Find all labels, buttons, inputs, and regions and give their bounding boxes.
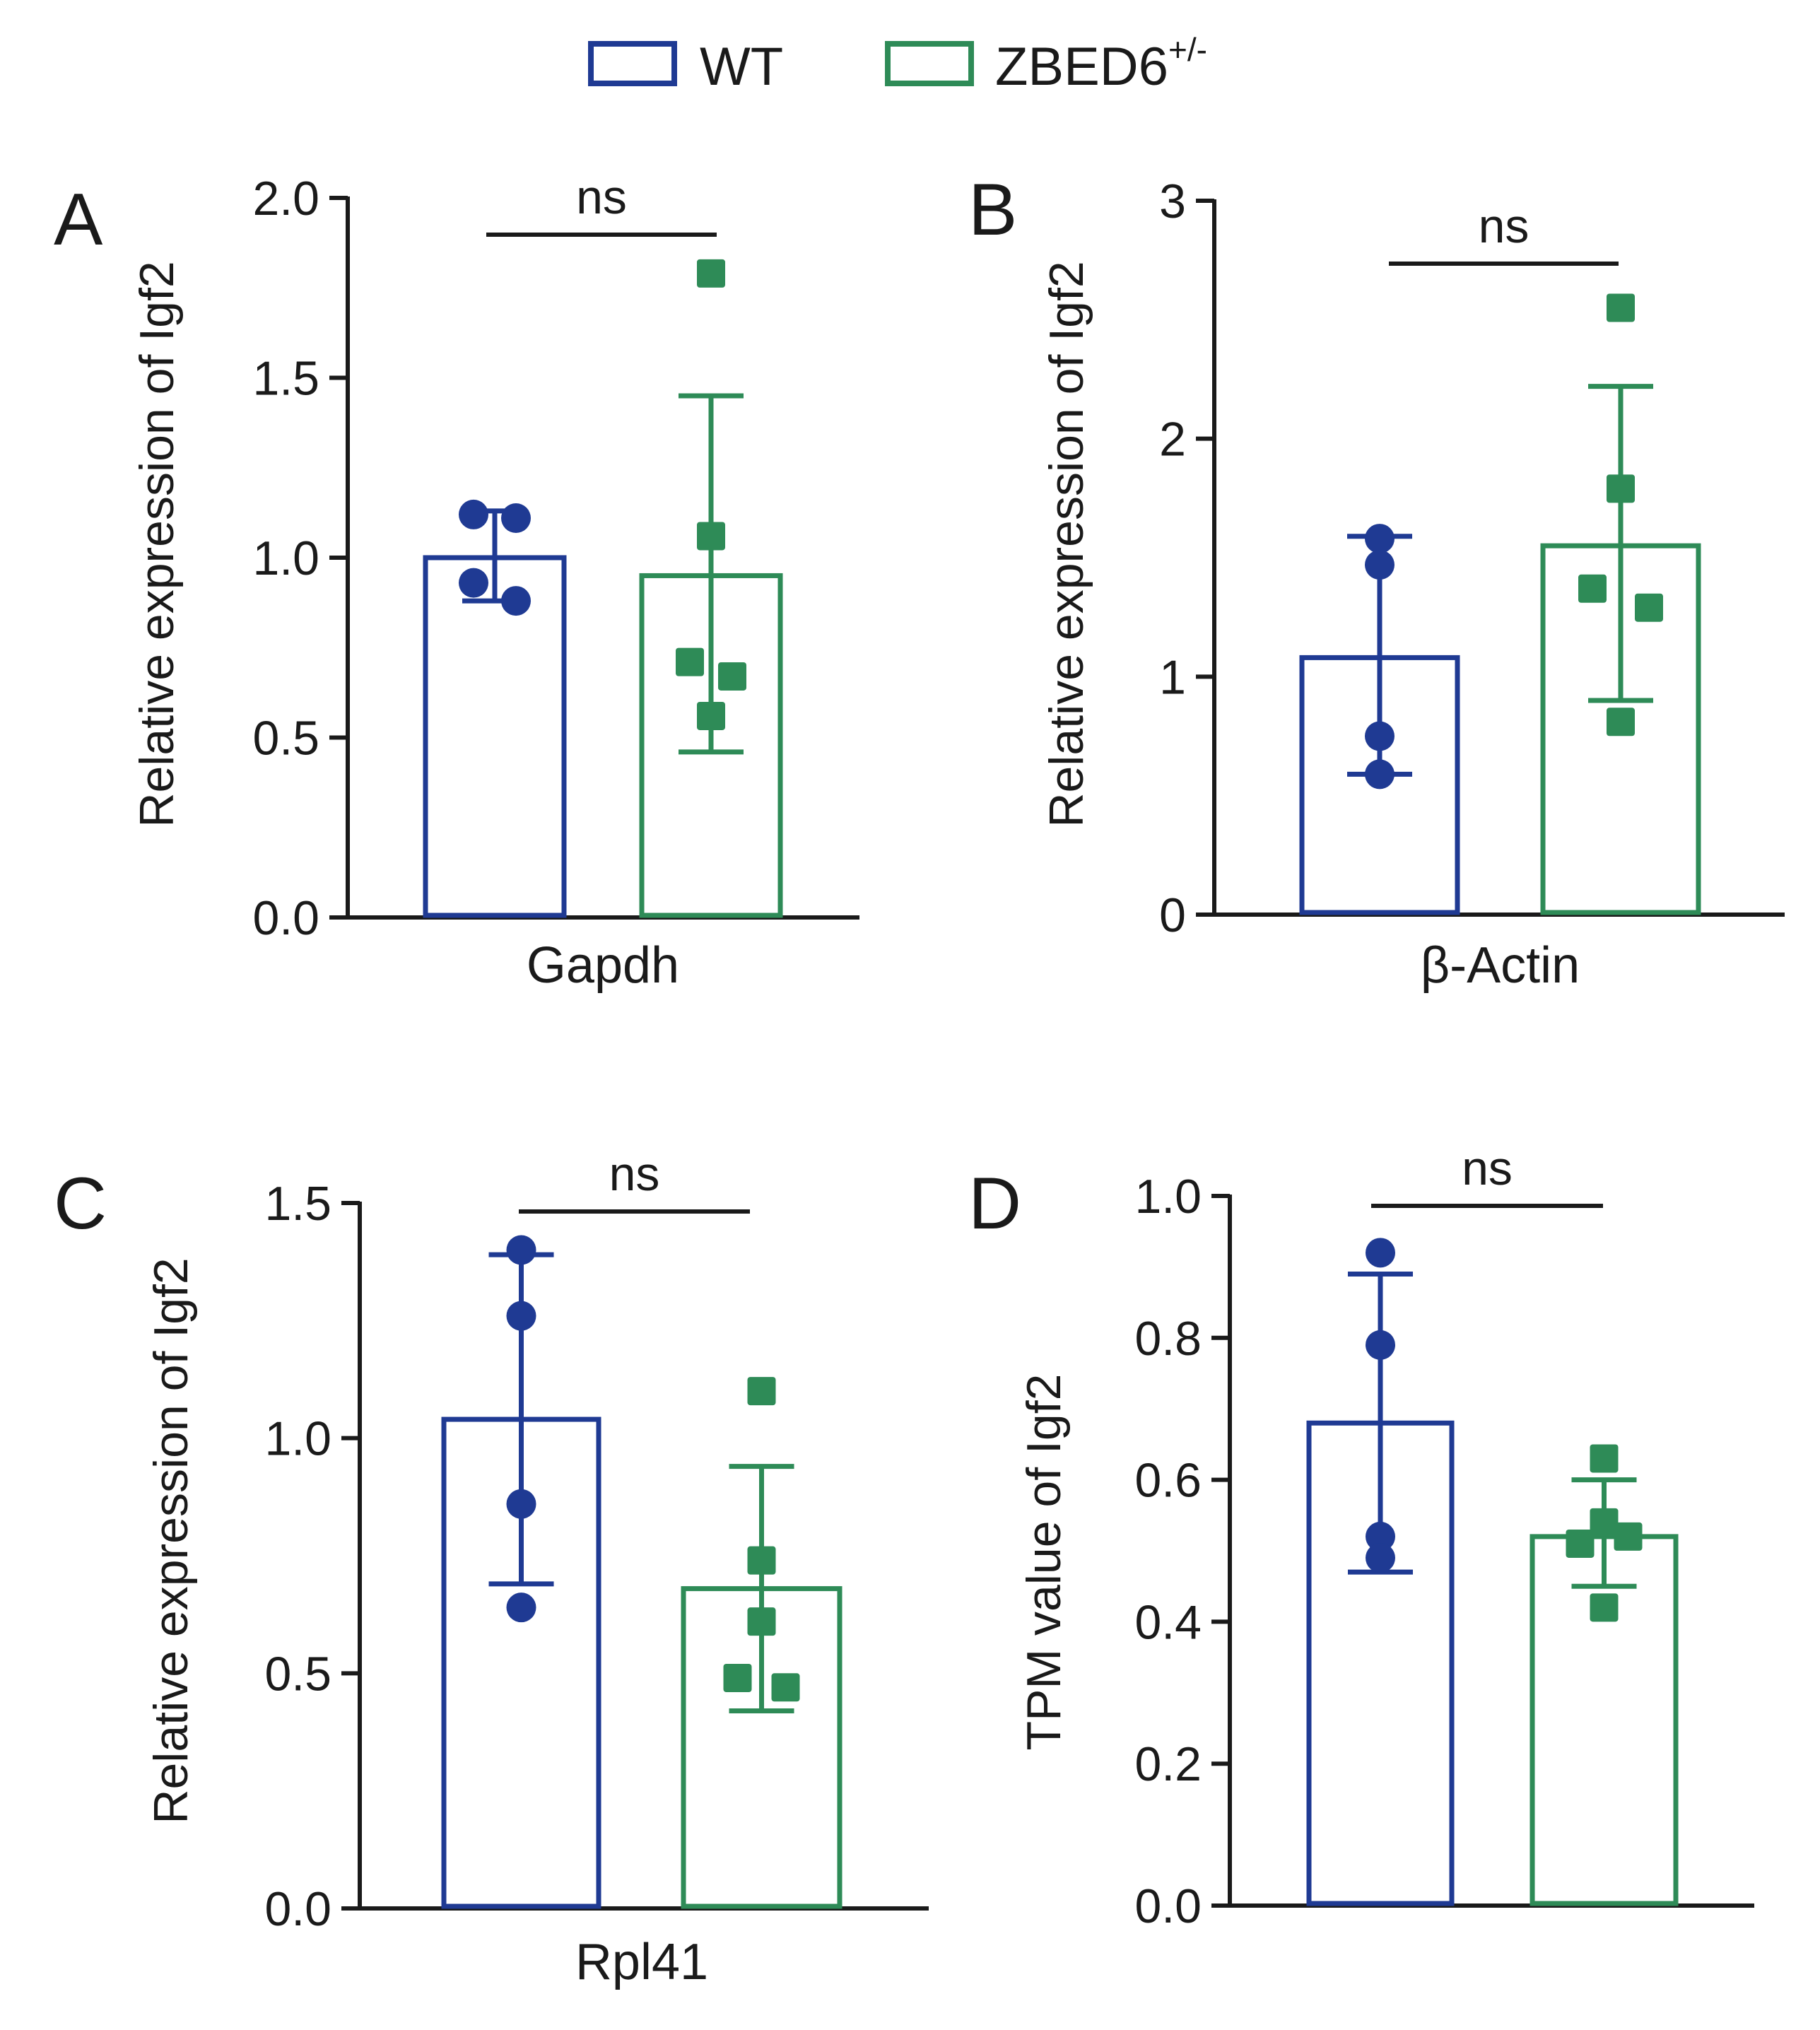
panel-a: A Relative expression of Igf2 0.0 0.5 1.0 1.5… <box>54 170 859 994</box>
point-het <box>1590 1444 1619 1473</box>
point-het <box>676 647 704 676</box>
y-tick-label: 1.0 <box>1134 1170 1202 1224</box>
point-wt <box>459 499 488 529</box>
point-wt <box>1365 759 1395 790</box>
point-het <box>697 701 725 730</box>
y-tick-label: 1.5 <box>252 352 319 406</box>
point-het <box>1566 1529 1595 1558</box>
point-het <box>747 1377 776 1406</box>
panel-letter: A <box>54 179 103 261</box>
point-wt <box>1366 1238 1395 1268</box>
y-axis-title: Relative expression of Igf2 <box>130 261 184 827</box>
y-axis-title: TPM value of Igf2 <box>1017 1374 1071 1751</box>
point-wt <box>506 1301 536 1331</box>
panel-letter: D <box>968 1163 1021 1245</box>
legend-wt-swatch <box>588 41 677 86</box>
panel-b: B Relative expression of Igf2 0 1 2 3 β-Actin n… <box>968 169 1785 994</box>
y-tick-label: 0.4 <box>1134 1595 1202 1649</box>
legend-het-swatch <box>885 41 974 86</box>
y-tick-label: 2 <box>1159 413 1186 467</box>
panel-c: C Relative expression of Igf2 0.0 0.5 1.0 1.5… <box>54 1147 929 1990</box>
point-het <box>1578 574 1607 603</box>
point-wt <box>501 586 531 616</box>
point-het <box>771 1673 800 1702</box>
panel-letter: C <box>54 1163 107 1245</box>
point-wt <box>506 1592 536 1623</box>
point-wt <box>1366 1521 1395 1551</box>
point-het <box>747 1607 776 1636</box>
point-wt <box>1365 550 1395 580</box>
point-wt <box>459 568 488 598</box>
point-wt <box>1366 1543 1395 1573</box>
significance-label: ns <box>576 170 627 224</box>
y-axis-title: Relative expression of Igf2 <box>144 1257 198 1824</box>
point-wt <box>506 1489 536 1519</box>
y-tick-label: 3 <box>1159 175 1186 228</box>
y-tick-label: 0.0 <box>1134 1879 1202 1933</box>
significance-label: ns <box>1479 199 1530 253</box>
point-wt <box>501 503 531 534</box>
y-tick-label: 0.5 <box>252 712 319 765</box>
significance-label: ns <box>1462 1142 1513 1195</box>
point-wt <box>1366 1330 1395 1360</box>
point-wt <box>1365 721 1395 751</box>
point-het <box>1607 474 1635 503</box>
point-het <box>697 522 725 551</box>
y-tick-label: 1 <box>1159 650 1186 704</box>
x-category-label: Gapdh <box>527 937 679 994</box>
point-het <box>1607 293 1635 322</box>
point-het <box>1614 1522 1643 1551</box>
y-tick-label: 2.0 <box>252 172 319 225</box>
point-het <box>747 1546 776 1575</box>
y-tick-label: 0.2 <box>1134 1737 1202 1791</box>
significance-label: ns <box>609 1147 660 1201</box>
point-het <box>1607 708 1635 737</box>
x-category-label: β-Actin <box>1421 937 1580 994</box>
y-tick-label: 0.0 <box>252 891 319 945</box>
point-het <box>697 259 725 288</box>
panels: A Relative expression of Igf2 0.0 0.5 1.0 1.5… <box>54 169 1785 1990</box>
y-tick-label: 0.6 <box>1134 1454 1202 1508</box>
y-tick-label: 0.8 <box>1134 1312 1202 1366</box>
y-tick-label: 1.0 <box>252 532 319 585</box>
y-axis-title: Relative expression of Igf2 <box>1040 261 1093 827</box>
panel-letter: B <box>968 169 1017 251</box>
x-category-label: Rpl41 <box>575 1934 708 1990</box>
point-het <box>1590 1508 1619 1537</box>
y-tick-label: 0.0 <box>264 1882 331 1936</box>
legend-wt-label: WT <box>700 37 783 97</box>
y-tick-label: 0.5 <box>264 1647 331 1701</box>
y-tick-label: 1.5 <box>264 1177 331 1231</box>
bar-wt <box>423 555 567 918</box>
point-het <box>1590 1593 1619 1622</box>
bar-het <box>1530 1534 1679 1906</box>
legend: WT ZBED6+/- <box>588 31 1207 97</box>
point-het <box>723 1663 752 1692</box>
point-het <box>718 662 746 691</box>
y-tick-label: 1.0 <box>264 1412 331 1466</box>
y-tick-label: 0 <box>1159 888 1186 942</box>
point-het <box>1635 593 1663 622</box>
point-wt <box>506 1235 536 1265</box>
point-wt <box>1365 524 1395 554</box>
panel-d: D TPM value of Igf2 0.0 0.2 0.4 0.6 0.8 1.0 ns <box>968 1142 1754 1933</box>
legend-het-label: ZBED6+/- <box>995 31 1207 97</box>
